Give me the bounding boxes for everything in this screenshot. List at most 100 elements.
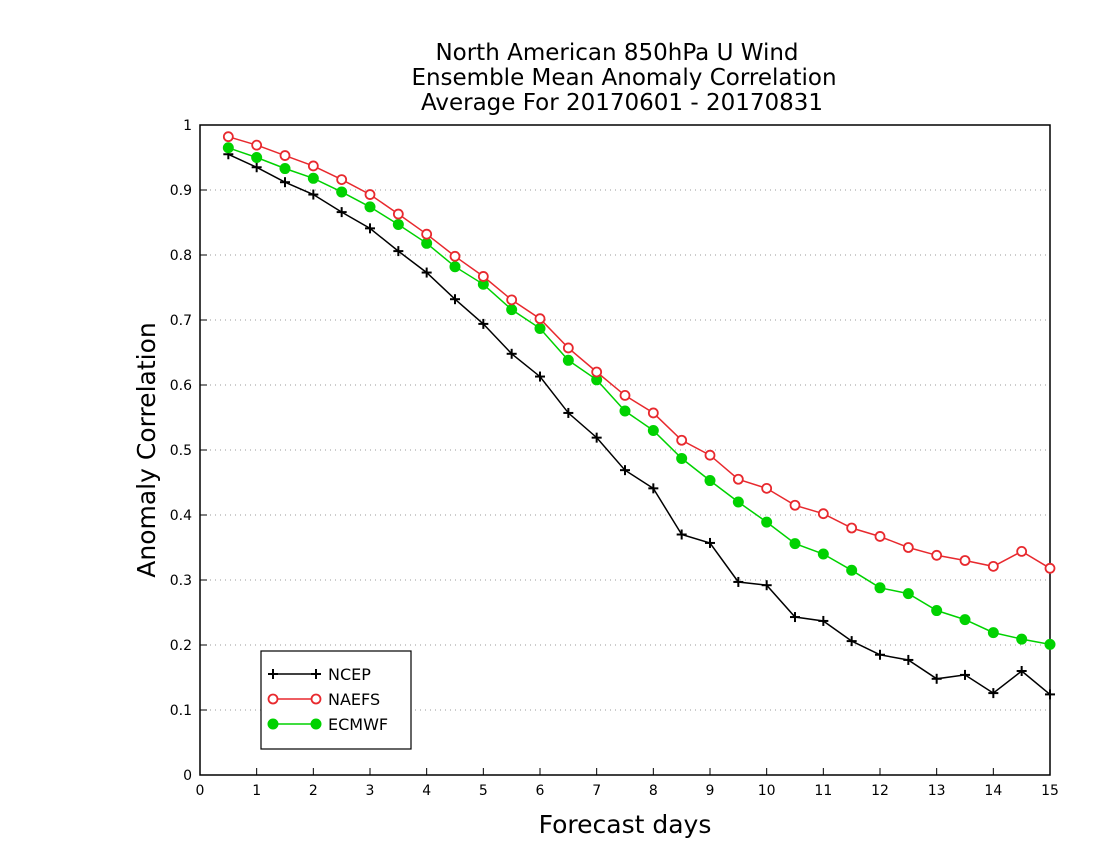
data-point-ncep: [818, 615, 829, 626]
data-point-ecmwf: [279, 163, 291, 175]
legend-item-ncep: NCEP: [268, 665, 371, 684]
data-point-ecmwf: [846, 564, 858, 576]
data-point-naefs: [392, 208, 404, 220]
y-tick-label: 0.4: [170, 508, 192, 524]
data-point-ecmwf: [959, 614, 971, 626]
data-point-ncep: [733, 576, 744, 587]
data-point-ecmwf: [732, 496, 744, 508]
data-point-ecmwf: [761, 516, 773, 528]
series-ecmwf: [222, 142, 1056, 650]
data-point-naefs: [279, 150, 291, 161]
data-point-ecmwf: [931, 605, 943, 617]
data-point-ecmwf: [676, 452, 688, 464]
data-point-naefs: [421, 228, 433, 240]
x-tick-label: 4: [422, 783, 431, 799]
x-tick-label: 6: [536, 783, 545, 799]
data-point-naefs: [874, 531, 886, 542]
data-point-ecmwf: [1016, 633, 1028, 645]
series-naefs: [222, 131, 1056, 574]
data-point-naefs: [647, 407, 659, 419]
data-point-ecmwf: [902, 588, 914, 600]
data-point-ncep: [251, 162, 262, 173]
data-point-naefs: [789, 499, 801, 511]
data-point-ecmwf: [987, 627, 999, 639]
x-tick-label: 13: [928, 783, 946, 799]
data-point-ecmwf: [392, 218, 404, 230]
data-point-ncep: [393, 246, 404, 257]
legend-marker-naefs: [267, 693, 279, 705]
data-point-naefs: [931, 549, 943, 561]
legend-box: [260, 650, 412, 750]
legend-marker-naefs: [310, 693, 322, 705]
data-point-ncep: [846, 636, 857, 647]
y-tick-label: 0.9: [170, 183, 192, 199]
data-point-ncep: [931, 673, 942, 684]
chart-title-line-1: North American 850hPa U Wind: [435, 40, 798, 66]
data-point-ecmwf: [364, 201, 376, 213]
data-point-naefs: [477, 271, 489, 282]
x-tick-label: 7: [592, 783, 601, 799]
x-tick-label: 11: [814, 783, 832, 799]
x-tick-label: 1: [252, 783, 261, 799]
y-axis-label: Anomaly Correlation: [132, 322, 161, 577]
data-point-naefs: [222, 131, 234, 143]
data-point-ecmwf: [506, 304, 518, 316]
x-tick-label: 8: [649, 783, 658, 799]
data-series: [222, 131, 1056, 700]
x-tick-label: 3: [366, 783, 375, 799]
legend-marker-ecmwf: [310, 718, 322, 730]
data-point-ncep: [676, 529, 687, 540]
x-tick-label: 15: [1041, 783, 1059, 799]
legend-label-ecmwf: ECMWF: [328, 715, 388, 734]
y-tick-label: 0.1: [170, 703, 192, 719]
data-point-ecmwf: [874, 582, 886, 594]
data-point-naefs: [732, 473, 744, 485]
data-point-naefs: [364, 189, 376, 200]
series-line-ecmwf: [228, 147, 1051, 646]
data-point-ncep: [563, 407, 574, 418]
data-point-naefs: [959, 555, 971, 566]
x-tick-label: 0: [196, 783, 205, 799]
data-point-ecmwf: [647, 425, 659, 436]
data-point-ecmwf: [789, 538, 801, 550]
data-point-ncep: [960, 669, 970, 680]
y-tick-label: 0: [183, 768, 192, 784]
y-tick-label: 0.7: [170, 313, 192, 329]
data-point-naefs: [761, 482, 773, 494]
data-point-naefs: [591, 366, 603, 378]
data-point-naefs: [307, 160, 319, 172]
legend-label-naefs: NAEFS: [328, 690, 380, 709]
data-point-ncep: [308, 189, 319, 200]
data-point-naefs: [336, 174, 348, 186]
data-point-naefs: [619, 389, 631, 401]
chart-title-line-2: Ensemble Mean Anomaly Correlation: [411, 65, 836, 91]
y-tick-label: 0.3: [170, 573, 192, 589]
legend-marker-ecmwf: [267, 718, 279, 730]
data-point-ncep: [450, 294, 460, 305]
y-tick-label: 0.8: [170, 248, 192, 264]
data-point-naefs: [704, 449, 716, 461]
legend-item-ecmwf: ECMWF: [267, 715, 388, 734]
data-point-ecmwf: [336, 186, 348, 198]
data-point-ncep: [875, 649, 885, 660]
data-point-ncep: [280, 177, 290, 188]
series-line-ncep: [227, 153, 1051, 695]
data-point-ncep: [903, 654, 914, 665]
y-tick-label: 1: [183, 118, 192, 134]
data-point-ncep: [336, 207, 347, 218]
legend: NCEP NAEFS ECMWF: [260, 650, 412, 750]
data-point-ecmwf: [251, 152, 263, 163]
data-point-ecmwf: [562, 354, 574, 366]
data-point-ncep: [648, 483, 659, 494]
data-point-naefs: [251, 139, 263, 151]
data-point-ecmwf: [1044, 638, 1056, 650]
data-point-naefs: [987, 560, 999, 572]
data-point-naefs: [506, 294, 518, 306]
x-tick-label: 9: [706, 783, 715, 799]
legend-marker-ncep: [268, 669, 278, 679]
data-point-naefs: [562, 342, 574, 354]
data-point-ncep: [761, 580, 772, 591]
data-point-naefs: [676, 434, 688, 446]
data-point-naefs: [817, 508, 829, 520]
